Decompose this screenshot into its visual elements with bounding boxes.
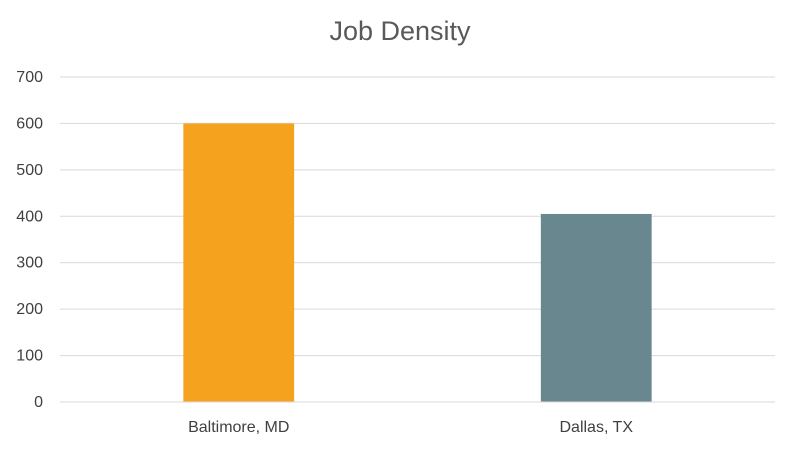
y-tick-label: 300 [16,255,43,272]
x-category-label: Baltimore, MD [188,419,289,436]
x-category-label: Dallas, TX [559,419,633,436]
gridlines [60,76,775,357]
y-tick-label: 500 [16,162,43,179]
bar-dallas [540,213,652,402]
bars [183,123,652,402]
y-tick-label: 700 [16,69,43,86]
bar-baltimore [183,123,295,402]
y-axis-tick-labels: 0 100 200 300 400 500 600 700 [16,69,43,411]
x-axis-category-labels: Baltimore, MD Dallas, TX [188,419,633,436]
y-tick-label: 600 [16,115,43,132]
chart-title: Job Density [329,16,471,46]
y-tick-label: 0 [34,394,43,411]
y-tick-label: 100 [16,348,43,365]
y-tick-label: 200 [16,301,43,318]
y-tick-label: 400 [16,208,43,225]
